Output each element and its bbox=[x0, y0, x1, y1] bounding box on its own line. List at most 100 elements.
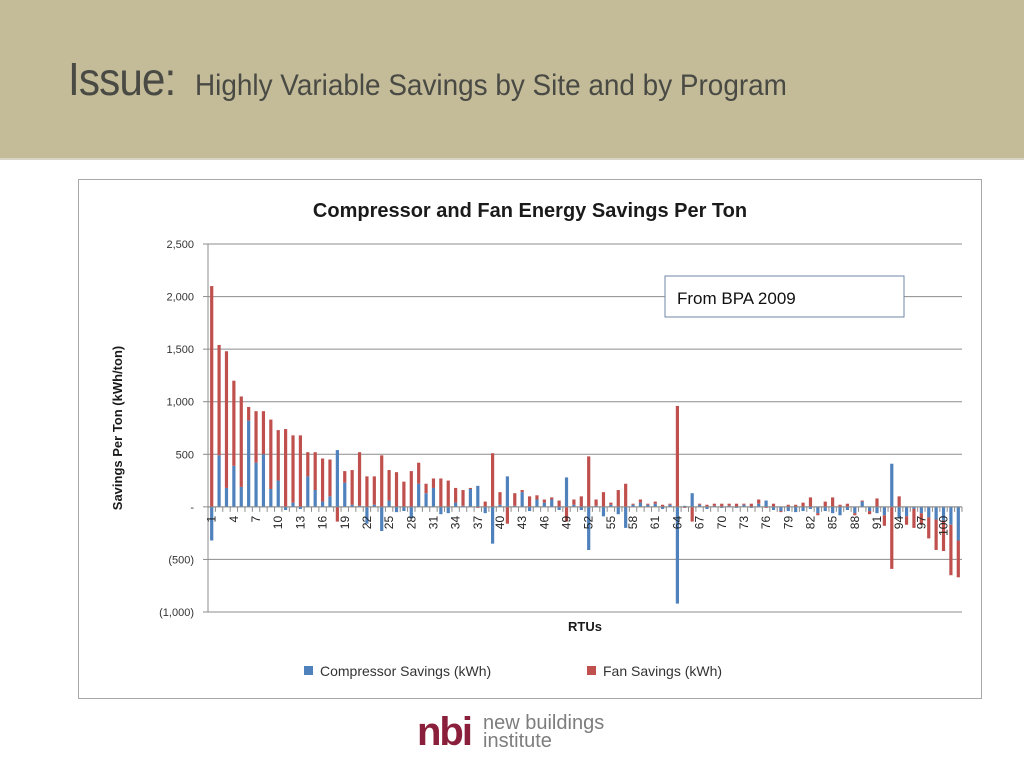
bar-fan bbox=[306, 452, 310, 477]
bar-fan bbox=[483, 501, 487, 507]
bar-fan bbox=[764, 506, 768, 508]
bar-fan bbox=[675, 405, 680, 507]
chart-title: Compressor and Fan Energy Savings Per To… bbox=[313, 200, 747, 222]
bar-compressor bbox=[557, 506, 561, 511]
y-tick-label: - bbox=[190, 502, 194, 514]
bar-fan bbox=[461, 490, 465, 506]
bar-fan bbox=[490, 453, 495, 507]
y-tick-label: 1,500 bbox=[166, 344, 194, 356]
header-divider bbox=[0, 158, 1024, 160]
x-tick-label: 28 bbox=[404, 516, 418, 530]
x-tick-label: 31 bbox=[426, 516, 440, 530]
bar-fan bbox=[749, 503, 753, 507]
bar-fan bbox=[476, 506, 480, 508]
bar-compressor bbox=[779, 506, 783, 512]
x-axis-label: RTUs bbox=[568, 619, 602, 634]
x-tick-label: 88 bbox=[848, 516, 862, 530]
bar-fan bbox=[786, 504, 790, 507]
x-tick-label: 82 bbox=[803, 516, 817, 530]
bar-fan bbox=[564, 506, 569, 522]
bar-fan bbox=[941, 520, 946, 552]
bar-compressor bbox=[483, 506, 487, 514]
bar-compressor bbox=[757, 503, 761, 507]
bar-fan bbox=[808, 497, 813, 507]
bar-fan bbox=[217, 344, 221, 456]
bar-compressor bbox=[661, 506, 665, 509]
bar-compressor bbox=[668, 504, 672, 507]
bar-fan bbox=[269, 419, 273, 489]
bar-fan bbox=[454, 487, 458, 503]
bar-compressor bbox=[261, 454, 266, 507]
bar-fan bbox=[949, 524, 953, 576]
bar-fan bbox=[232, 380, 236, 466]
bar-fan bbox=[409, 471, 413, 507]
bar-compressor bbox=[727, 505, 731, 507]
bar-fan bbox=[904, 516, 909, 525]
bar-compressor bbox=[476, 485, 480, 507]
bar-compressor bbox=[816, 506, 820, 514]
bar-fan bbox=[956, 540, 960, 578]
y-tick-label: (500) bbox=[168, 554, 194, 566]
bar-compressor bbox=[431, 487, 436, 507]
bar-compressor bbox=[860, 501, 864, 507]
y-tick-label: 1,000 bbox=[166, 397, 194, 409]
bar-compressor bbox=[224, 487, 229, 507]
bar-compressor bbox=[904, 506, 909, 517]
bar-compressor bbox=[350, 504, 354, 507]
bar-fan bbox=[224, 351, 229, 488]
bar-compressor bbox=[269, 488, 273, 507]
bar-compressor bbox=[949, 506, 953, 525]
bar-fan bbox=[742, 503, 746, 505]
bar-fan bbox=[831, 497, 835, 507]
slide-title-prefix: Issue: bbox=[68, 53, 176, 105]
bar-fan bbox=[557, 500, 561, 507]
bar-fan bbox=[343, 471, 347, 483]
bar-compressor bbox=[276, 480, 280, 507]
bar-fan bbox=[513, 493, 517, 506]
x-tick-label: 58 bbox=[626, 516, 640, 530]
bar-fan bbox=[298, 435, 303, 507]
bar-fan bbox=[697, 503, 702, 505]
bar-compressor bbox=[247, 420, 251, 507]
x-tick-label: 67 bbox=[693, 516, 707, 530]
bar-fan bbox=[712, 503, 716, 506]
bar-fan bbox=[927, 517, 931, 539]
x-tick-label: 70 bbox=[715, 516, 729, 530]
slide-header: Issue: Highly Variable Savings by Site a… bbox=[0, 0, 1024, 158]
bar-fan bbox=[653, 501, 657, 504]
bar-fan bbox=[794, 504, 798, 507]
bar-fan bbox=[683, 506, 687, 508]
bar-fan bbox=[816, 513, 820, 516]
bar-compressor bbox=[357, 505, 362, 507]
bar-compressor bbox=[498, 504, 502, 507]
x-tick-label: 94 bbox=[892, 516, 906, 530]
bar-compressor bbox=[919, 506, 923, 514]
bar-compressor bbox=[801, 506, 805, 512]
bar-fan bbox=[357, 452, 362, 506]
bar-fan bbox=[801, 502, 805, 507]
bar-fan bbox=[372, 476, 376, 505]
bar-compressor bbox=[941, 506, 946, 521]
bar-fan bbox=[247, 406, 251, 421]
legend: Compressor Savings (kWh) Fan Savings (kW… bbox=[304, 663, 722, 679]
bar-compressor bbox=[579, 506, 583, 511]
bar-compressor bbox=[513, 505, 517, 507]
bar-fan bbox=[313, 452, 317, 491]
bar-compressor bbox=[912, 506, 916, 509]
bar-compressor bbox=[217, 455, 221, 507]
bar-fan bbox=[690, 506, 694, 522]
bar-compressor bbox=[365, 506, 369, 524]
bar-fan bbox=[771, 503, 776, 507]
bar-fan bbox=[720, 503, 724, 507]
bar-fan bbox=[261, 411, 266, 455]
bar-fan bbox=[727, 503, 731, 506]
bar-compressor bbox=[616, 506, 620, 515]
bar-fan bbox=[417, 462, 421, 484]
bar-fan bbox=[661, 504, 665, 507]
bar-fan bbox=[860, 500, 864, 502]
bar-compressor bbox=[601, 506, 606, 517]
bar-compressor bbox=[594, 505, 598, 507]
x-tick-label: 13 bbox=[293, 516, 307, 530]
y-axis-label: Savings Per Ton (kWh/ton) bbox=[110, 346, 125, 510]
